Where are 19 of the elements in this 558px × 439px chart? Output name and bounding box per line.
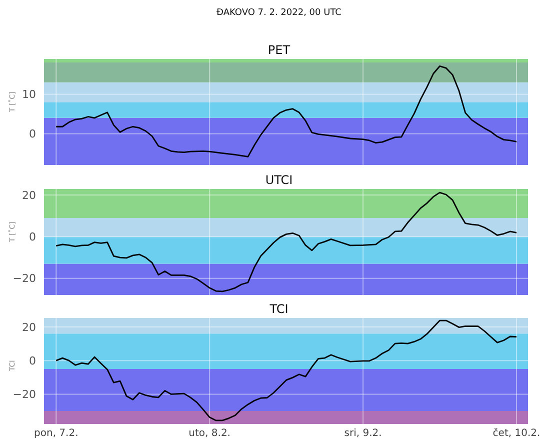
x-tick-label: sri, 9.2. — [344, 428, 382, 439]
chart-title: UTCI — [264, 172, 294, 188]
y-tick-label: 0 — [29, 230, 36, 244]
line-series — [55, 191, 518, 292]
chart-title: TCI — [268, 301, 290, 317]
y-tick-label: 10 — [22, 88, 36, 102]
x-tick-label: pon, 7.2. — [34, 428, 78, 439]
chart-title: PET — [266, 42, 292, 58]
y-tick-label: −20 — [12, 272, 36, 285]
text: ĐAKOVO 7. 2. 2022, 00 UTC — [216, 8, 342, 18]
y-tick-label: 20 — [22, 188, 36, 202]
x-tick-label: uto, 8.2. — [188, 428, 231, 439]
y-tick-label: 0 — [29, 354, 36, 368]
line-series — [55, 320, 518, 422]
y-tick-label: 0 — [29, 128, 36, 141]
x-tick-label: čet, 10.2. — [492, 428, 540, 439]
y-tick-label: 20 — [22, 320, 36, 334]
y-tick-label: −20 — [12, 388, 36, 402]
line-series — [55, 65, 518, 158]
